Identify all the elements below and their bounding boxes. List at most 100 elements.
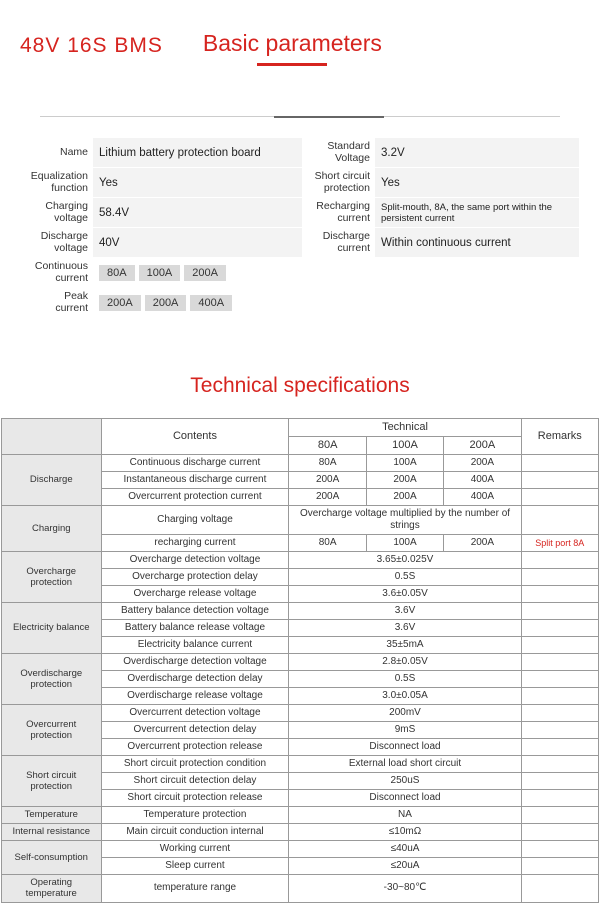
category-cell: Overdischargeprotection [2, 653, 102, 704]
spec-label: recharging current [101, 534, 289, 551]
spec-label: Overcurrent detection delay [101, 721, 289, 738]
param-value: Split-mouth, 8A, the same port within th… [375, 198, 580, 228]
spec-value: 100A [366, 534, 443, 551]
spec-label: Overcharge protection delay [101, 568, 289, 585]
spec-value-merged: ≤20uA [289, 857, 521, 874]
spec-row: Short circuitprotectionShort circuit pro… [2, 755, 599, 772]
spec-label: Overdischarge detection voltage [101, 653, 289, 670]
spec-row: Internal resistanceMain circuit conducti… [2, 823, 599, 840]
header-col: 80A [289, 436, 366, 454]
section-title-basic: Basic parameters [203, 30, 382, 66]
spec-label: Battery balance release voltage [101, 619, 289, 636]
spec-value-merged: 0.5S [289, 670, 521, 687]
param-value: Within continuous current [375, 228, 580, 258]
spec-value-merged: ≤10mΩ [289, 823, 521, 840]
param-row: Dischargevoltage40VDischargecurrentWithi… [21, 228, 580, 258]
spec-label: Sleep current [101, 857, 289, 874]
spec-remarks [521, 585, 598, 602]
product-title: 48V 16S BMS [20, 30, 163, 58]
spec-label: Battery balance detection voltage [101, 602, 289, 619]
spec-remarks [521, 840, 598, 857]
current-chip: 100A [139, 265, 181, 281]
param-value: 40V [93, 228, 303, 258]
spec-value-merged: 9mS [289, 721, 521, 738]
category-cell: Overcurrent protection [2, 704, 102, 755]
spec-value: 80A [289, 454, 366, 471]
spec-row: DischargeContinuous discharge current80A… [2, 454, 599, 471]
category-cell: Operating temperature [2, 874, 102, 902]
spec-value-merged: External load short circuit [289, 755, 521, 772]
spec-remarks [521, 619, 598, 636]
spec-value: 200A [289, 488, 366, 505]
section-title-tech: Technical specifications [0, 374, 600, 398]
category-cell: Overcharge protection [2, 551, 102, 602]
spec-label: Continuous discharge current [101, 454, 289, 471]
header-contents: Contents [101, 418, 289, 454]
spec-value: 400A [444, 471, 521, 488]
spec-value-merged: 3.65±0.025V [289, 551, 521, 568]
param-value: 58.4V [93, 198, 303, 228]
spec-value-merged: 3.6±0.05V [289, 585, 521, 602]
spec-value-merged: 0.5S [289, 568, 521, 585]
spec-value: 200A [289, 471, 366, 488]
spec-remarks [521, 687, 598, 704]
param-label: StandardVoltage [303, 138, 375, 168]
spec-value: 200A [366, 488, 443, 505]
header-col: 200A [444, 436, 521, 454]
basic-params-table: NameLithium battery protection boardStan… [20, 137, 580, 319]
spec-value-merged: 3.6V [289, 602, 521, 619]
param-value: 3.2V [375, 138, 580, 168]
spec-value-merged: NA [289, 806, 521, 823]
category-cell: Self-consumption [2, 840, 102, 874]
spec-remarks [521, 636, 598, 653]
current-chip: 80A [99, 265, 135, 281]
spec-label: Overcurrent detection voltage [101, 704, 289, 721]
current-chip: 200A [184, 265, 226, 281]
spec-value-merged: Disconnect load [289, 789, 521, 806]
current-chip: 200A [99, 295, 141, 311]
spec-remarks [521, 772, 598, 789]
spec-remarks: Split port 8A [521, 534, 598, 551]
spec-remarks [521, 653, 598, 670]
spec-label: Charging voltage [101, 505, 289, 534]
param-row: Chargingvoltage58.4VRechargingcurrentSpl… [21, 198, 580, 228]
spec-label: Short circuit detection delay [101, 772, 289, 789]
spec-label: Electricity balance current [101, 636, 289, 653]
spec-label: Temperature protection [101, 806, 289, 823]
spec-value: 80A [289, 534, 366, 551]
param-value: Yes [375, 168, 580, 198]
spec-label: Instantaneous discharge current [101, 471, 289, 488]
section-title-text: Basic parameters [203, 30, 382, 56]
current-chip: 400A [190, 295, 232, 311]
divider [0, 116, 600, 117]
tech-specs-table: ContentsTechnicalRemarks80A100A200A Disc… [1, 418, 599, 903]
spec-remarks [521, 857, 598, 874]
spec-label: Overdischarge detection delay [101, 670, 289, 687]
spec-value-merged: 3.6V [289, 619, 521, 636]
category-cell: Charging [2, 505, 102, 551]
spec-row: TemperatureTemperature protectionNA [2, 806, 599, 823]
peak-current-row: Peakcurrent200A200A400A [21, 288, 580, 318]
spec-value-merged: Disconnect load [289, 738, 521, 755]
category-cell: Discharge [2, 454, 102, 505]
header-remarks: Remarks [521, 418, 598, 454]
param-label: Name [21, 138, 93, 168]
spec-remarks [521, 488, 598, 505]
spec-label: Overdischarge release voltage [101, 687, 289, 704]
spec-remarks [521, 471, 598, 488]
spec-remarks [521, 806, 598, 823]
param-label: Equalizationfunction [21, 168, 93, 198]
category-cell: Short circuitprotection [2, 755, 102, 806]
spec-value-merged: Overcharge voltage multiplied by the num… [289, 505, 521, 534]
spec-remarks [521, 721, 598, 738]
spec-row: ChargingCharging voltageOvercharge volta… [2, 505, 599, 534]
spec-value-merged: 2.8±0.05V [289, 653, 521, 670]
param-label: Peakcurrent [21, 288, 93, 318]
param-value: Yes [93, 168, 303, 198]
current-chip: 200A [145, 295, 187, 311]
spec-remarks [521, 551, 598, 568]
spec-label: Short circuit protection release [101, 789, 289, 806]
header: 48V 16S BMS Basic parameters [0, 0, 600, 76]
spec-label: Overcharge detection voltage [101, 551, 289, 568]
category-cell: Electricity balance [2, 602, 102, 653]
